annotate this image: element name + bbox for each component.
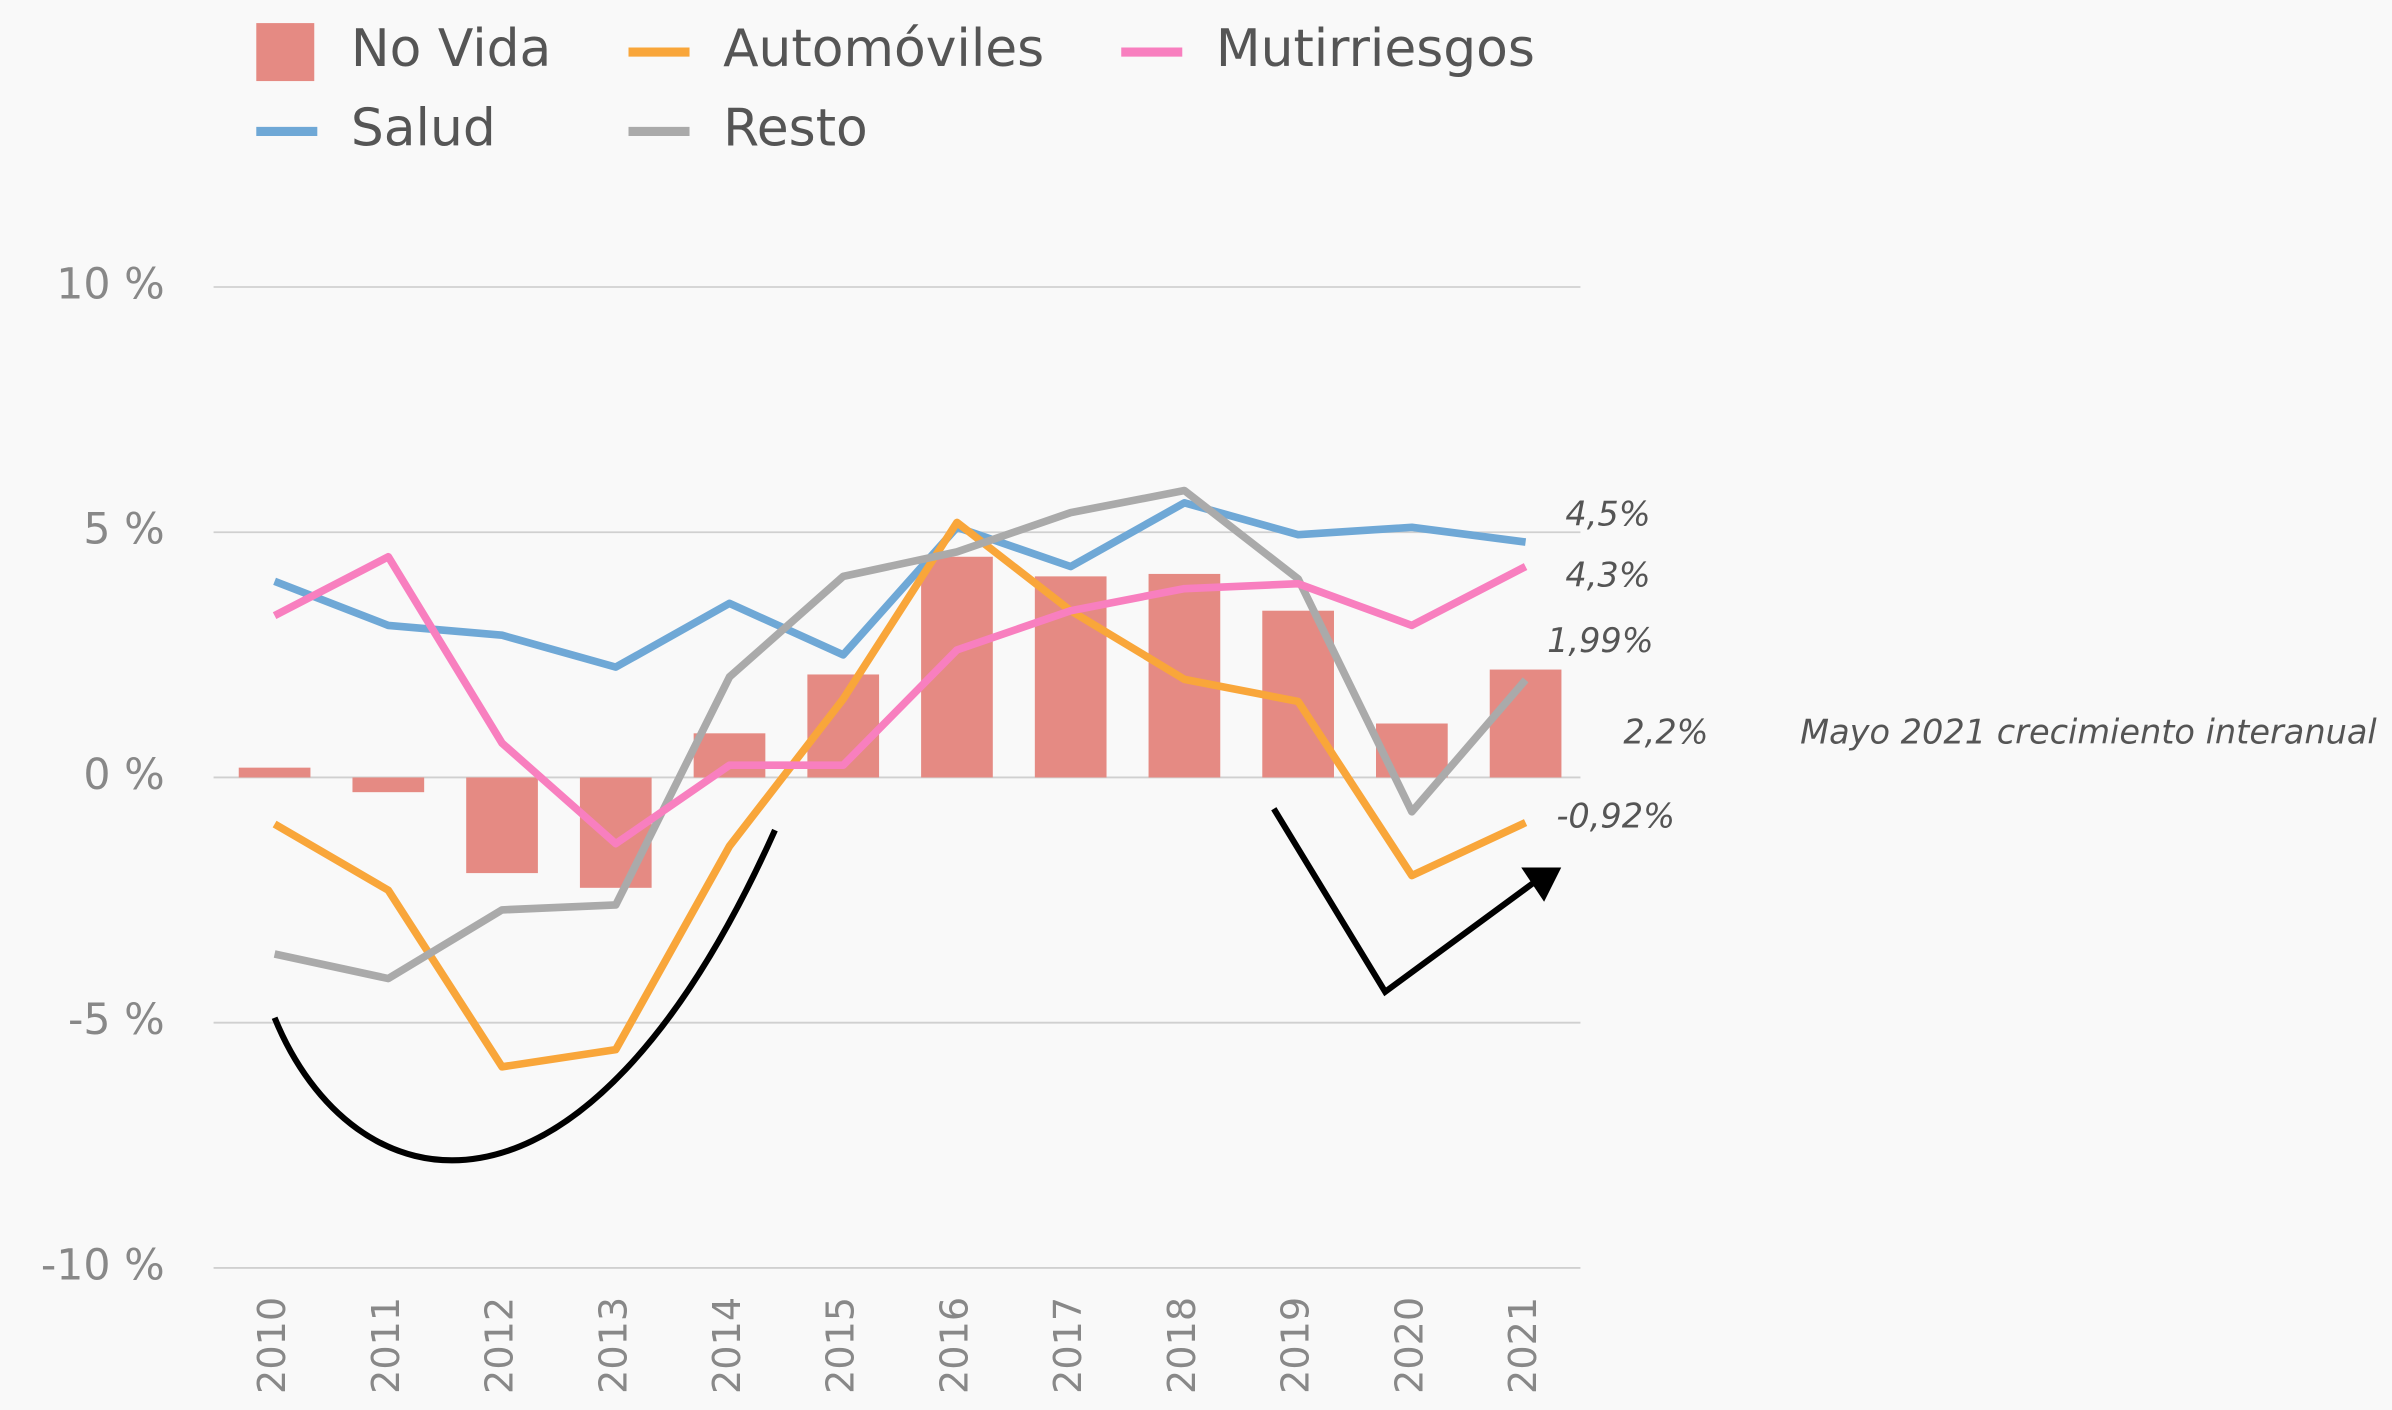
x-tick-label: 2012 <box>478 1297 522 1394</box>
annotation: 1,99% <box>1547 621 1654 660</box>
x-tick-label: 2016 <box>932 1297 976 1394</box>
lines <box>272 486 1529 1071</box>
annotation: 4,5% <box>1565 494 1650 533</box>
y-tick-label: 0 % <box>83 750 164 800</box>
annotation: Mayo 2021 crecimiento interanual <box>1800 712 2377 751</box>
arrow-head <box>1521 867 1562 902</box>
legend-label: Salud <box>351 98 496 158</box>
x-tick-label: 2021 <box>1501 1297 1545 1394</box>
legend-swatch <box>256 23 315 82</box>
x-tick-label: 2018 <box>1160 1297 1204 1394</box>
bar <box>921 556 993 778</box>
bar <box>466 777 538 874</box>
x-tick-label: 2019 <box>1274 1297 1318 1394</box>
bar <box>352 777 425 793</box>
line-series <box>273 498 1527 671</box>
legend-label: Automóviles <box>723 19 1044 79</box>
x-tick-label: 2017 <box>1046 1297 1090 1394</box>
trend-curve <box>271 828 778 1164</box>
x-tick-label: 2013 <box>591 1297 635 1394</box>
x-tick-label: 2015 <box>819 1297 863 1394</box>
bar <box>579 777 652 888</box>
bars <box>238 556 1562 888</box>
labels: 10 % 5 % 0 % -5 % -10 % 2010 2011 2012 2013 2014 2… <box>41 19 2378 1394</box>
y-tick-label: 10 % <box>56 260 165 310</box>
y-tick-label: -10 % <box>41 1240 165 1290</box>
line-series <box>273 486 1529 983</box>
grid <box>213 286 1581 1269</box>
trend-arrow <box>1271 807 1537 997</box>
annotation: 4,3% <box>1565 555 1650 594</box>
y-tick-label: -5 % <box>68 995 165 1045</box>
x-tick-label: 2010 <box>250 1297 294 1394</box>
annotation: -0,92% <box>1556 796 1675 835</box>
bar <box>238 767 311 778</box>
annotation: 2,2% <box>1623 712 1708 751</box>
x-tick-label: 2011 <box>364 1297 408 1394</box>
legend-label: No Vida <box>351 19 551 79</box>
x-tick-label: 2020 <box>1387 1297 1431 1394</box>
line-series <box>272 518 1528 1071</box>
x-tick-label: 2014 <box>705 1297 749 1394</box>
legend-label: Mutirriesgos <box>1216 19 1535 79</box>
y-tick-label: 5 % <box>83 505 164 555</box>
line-series <box>272 552 1528 848</box>
bar <box>1376 723 1448 778</box>
bar <box>693 733 766 778</box>
bar <box>1489 669 1562 778</box>
legend-label: Resto <box>723 98 868 158</box>
